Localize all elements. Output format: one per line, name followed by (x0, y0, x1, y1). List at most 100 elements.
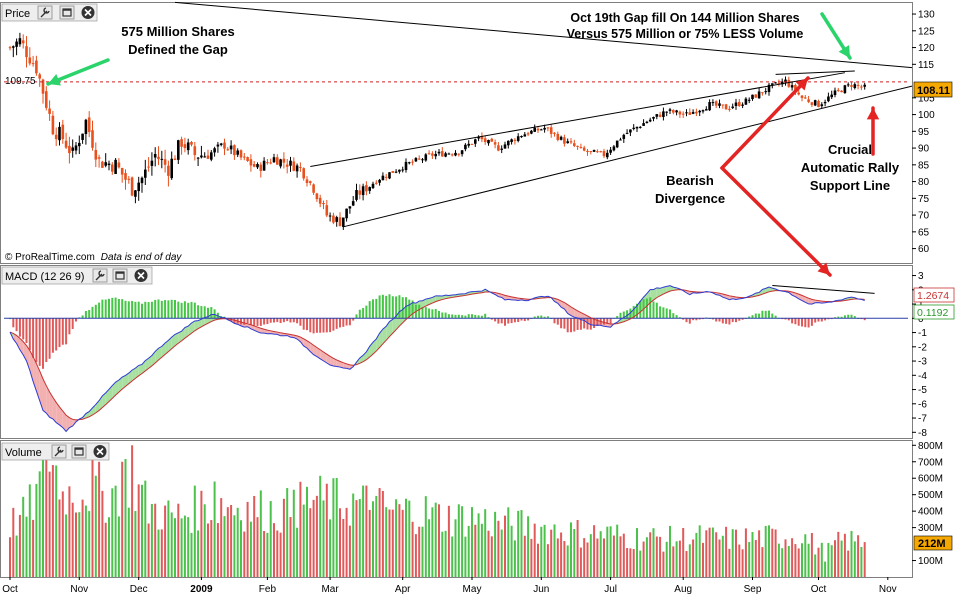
macd-histogram-bar (32, 318, 35, 358)
price-candle (58, 126, 61, 141)
macd-histogram-bar (177, 301, 180, 319)
wrench-icon[interactable] (37, 5, 53, 20)
price-candle (592, 150, 596, 152)
price-candle (414, 158, 418, 162)
macd-histogram-bar (652, 301, 655, 319)
macd-histogram-bar (401, 297, 404, 319)
volume-bar (315, 495, 318, 577)
volume-bar (401, 509, 404, 577)
volume-bar (236, 507, 239, 577)
price-candle (586, 150, 589, 153)
price-candle (269, 162, 272, 164)
price-candle (91, 130, 94, 148)
volume-bar (731, 529, 734, 577)
volume-bar (61, 491, 64, 577)
macd-fill (36, 363, 40, 401)
x-tick-label: Dec (130, 584, 148, 595)
price-candle (632, 127, 635, 129)
maximize-icon[interactable] (71, 444, 87, 459)
volume-bar (636, 528, 638, 577)
price-candle (167, 165, 170, 176)
gap-level-label: 109.75 (5, 76, 36, 87)
volume-bar (256, 517, 259, 577)
volume-bar (461, 506, 464, 577)
volume-bar (45, 450, 48, 577)
close-icon[interactable] (93, 445, 107, 458)
macd-histogram-bar (266, 318, 269, 325)
macd-histogram-bar (282, 318, 285, 323)
gap-annotation: 575 Million Shares Defined the Gap (121, 24, 234, 57)
close-icon[interactable] (134, 269, 148, 282)
macd-fill (109, 385, 113, 402)
volume-bar (817, 547, 820, 577)
price-panel (0, 2, 913, 264)
macd-histogram-bar (477, 315, 480, 319)
macd-histogram-bar (187, 302, 190, 319)
price-candle (345, 208, 348, 219)
macd-fill (571, 306, 575, 318)
wrench-icon[interactable] (51, 444, 67, 459)
close-icon[interactable] (81, 6, 95, 19)
macd-fill (158, 346, 162, 361)
price-candle (249, 159, 253, 166)
price-candle (734, 102, 738, 107)
volume-bar (339, 508, 341, 577)
volume-bar (81, 499, 84, 577)
price-candle (213, 148, 216, 153)
price-candle (190, 141, 193, 145)
macd-histogram-bar (695, 318, 698, 321)
price-candle (206, 155, 210, 159)
price-candle (45, 91, 48, 108)
maximize-icon[interactable] (112, 268, 128, 283)
volume-bar (108, 517, 110, 577)
volume-bar (504, 515, 506, 577)
macd-fill (392, 316, 397, 334)
price-candle (101, 161, 104, 168)
price-candle (384, 176, 388, 178)
price-candle (431, 153, 434, 156)
macd-histogram-bar (649, 297, 652, 319)
volume-bar (276, 530, 279, 577)
price-candle (200, 155, 203, 158)
macd-fill (66, 415, 70, 432)
macd-fill (198, 319, 202, 329)
macd-histogram-bar (207, 307, 209, 319)
macd-histogram-bar (711, 318, 714, 320)
macd-histogram-bar (645, 298, 648, 319)
volume-bar (193, 485, 196, 577)
macd-histogram-bar (718, 318, 721, 322)
volume-bar (494, 511, 497, 577)
macd-histogram-bar (395, 296, 398, 319)
volume-bar (490, 536, 493, 577)
macd-histogram-bar (58, 318, 61, 348)
macd-histogram-bar (164, 300, 167, 319)
macd-histogram-bar (675, 315, 678, 319)
x-tick-label: 2009 (190, 584, 213, 595)
x-tick-label: May (463, 584, 482, 595)
price-candle (147, 166, 150, 168)
price-candle (177, 140, 180, 160)
price-candle (444, 153, 447, 157)
macd-tick-label: -1 (918, 328, 927, 339)
volume-bar (263, 531, 266, 577)
macd-fill (178, 331, 182, 344)
x-tick-label: Feb (259, 584, 277, 595)
price-candle (160, 158, 164, 160)
macd-histogram-bar (312, 318, 315, 334)
macd-histogram-bar (451, 314, 454, 319)
macd-histogram-bar (758, 313, 761, 319)
macd-histogram-bar (787, 318, 790, 321)
macd-fill (46, 385, 50, 418)
trendline-long-downtrend (174, 1, 913, 69)
macd-fill (343, 362, 347, 369)
volume-bar (164, 505, 167, 577)
wrench-icon[interactable] (92, 268, 108, 283)
price-candle (639, 126, 642, 128)
price-candle (229, 145, 233, 150)
maximize-icon[interactable] (59, 5, 75, 20)
support-line1: Crucial (828, 142, 872, 157)
macd-histogram-bar (375, 298, 378, 319)
macd-histogram-bar (253, 318, 256, 326)
volume-bar (711, 527, 714, 577)
macd-histogram-bar (362, 308, 365, 319)
